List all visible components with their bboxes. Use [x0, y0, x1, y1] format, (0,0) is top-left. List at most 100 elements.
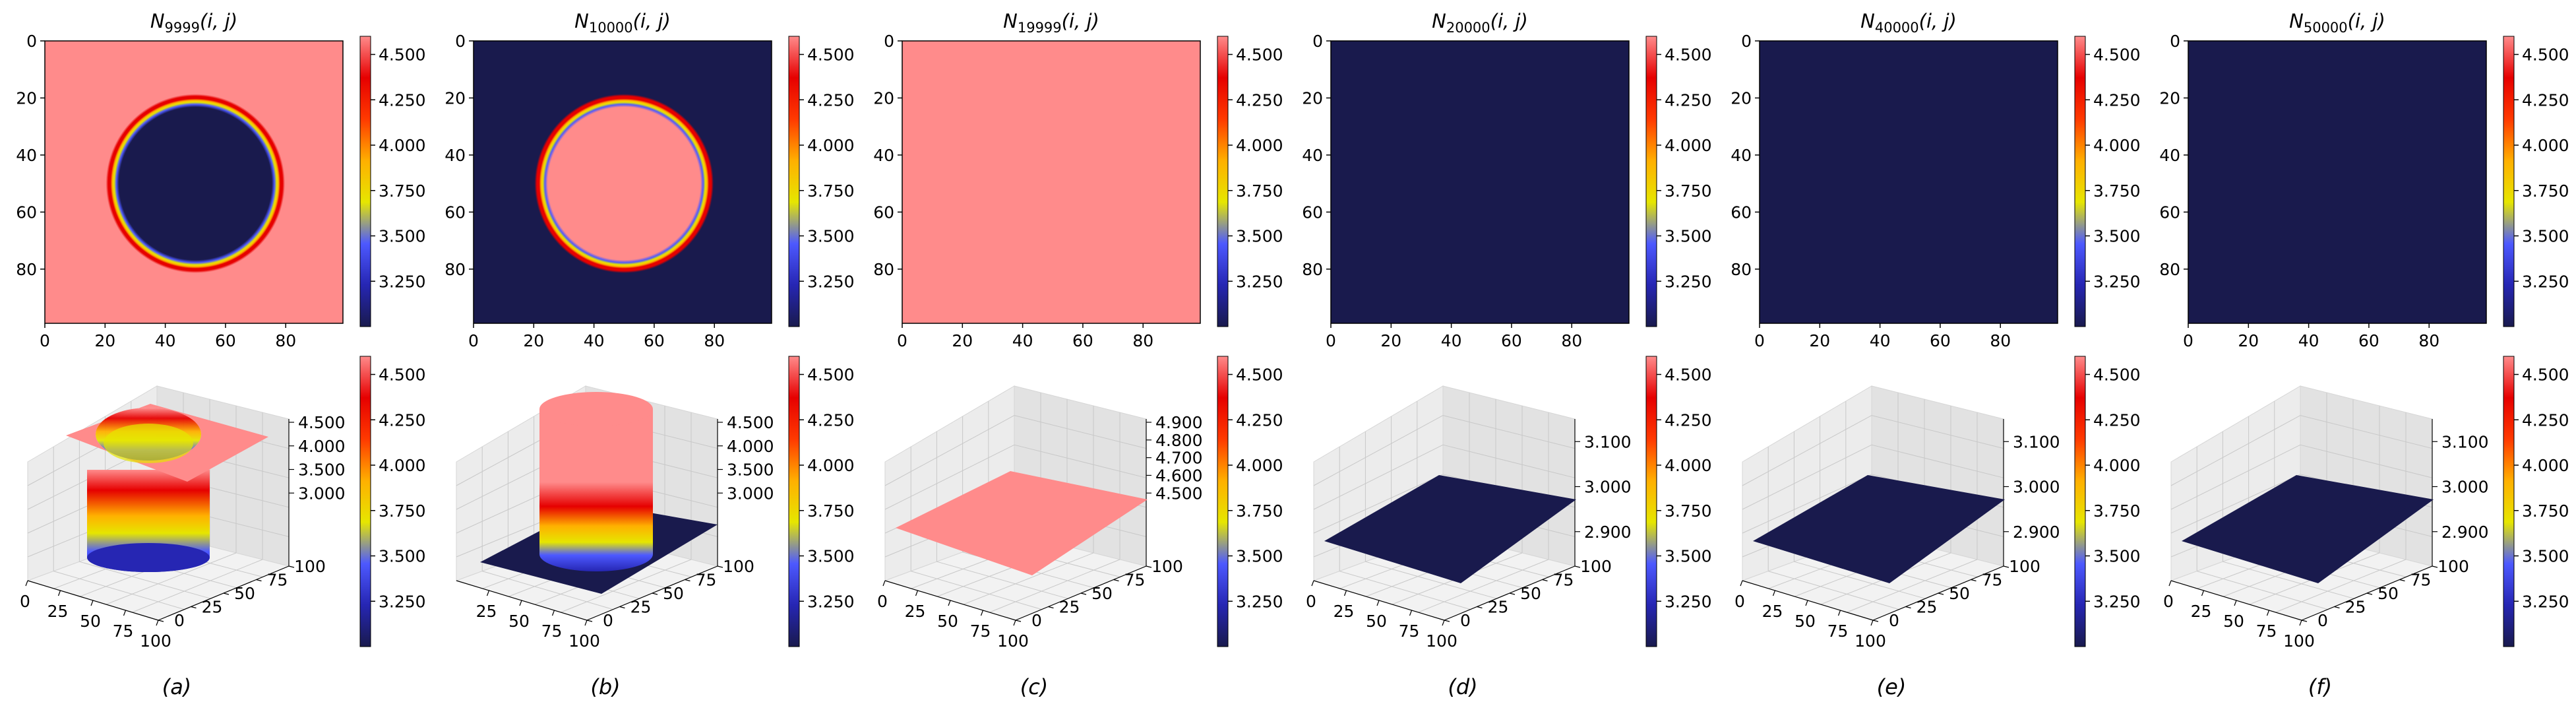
- y-tick-label: 25: [1917, 598, 1938, 617]
- colorbar-tick-label: 3.750: [807, 501, 855, 521]
- colorbar-gradient: [1217, 356, 1229, 647]
- grid-line: [1313, 474, 1444, 534]
- surface-well-rim: [104, 424, 193, 463]
- y-tick-label: 75: [1982, 571, 2003, 590]
- colorbar-bottom-c: 4.500 4.250 4.000 3.750 3.500 3.250: [1217, 356, 1283, 647]
- colorbar-tick-label: 3.250: [1236, 592, 1283, 611]
- z-tick-label: 3.100: [1584, 432, 1632, 451]
- x-tick: [1013, 620, 1016, 626]
- y-tick: [717, 565, 723, 568]
- x-tick: [25, 580, 28, 587]
- x-tick: [915, 590, 919, 596]
- y-tick: [619, 606, 625, 609]
- x-tick-label: 80: [1561, 331, 1582, 350]
- colorbar-tick-label: 4.000: [2522, 456, 2569, 475]
- y-tick-label: 75: [696, 571, 717, 590]
- heatmap-frame: [2188, 40, 2487, 324]
- colorbar-tick-label: 4.250: [1236, 90, 1283, 110]
- panel-caption: (e): [1877, 674, 1907, 699]
- z-tick-label: 4.500: [727, 413, 774, 432]
- y-tick-label: 0: [1889, 611, 1899, 630]
- y-tick-label: 0: [1460, 611, 1471, 630]
- colorbar-tick-label: 3.250: [2093, 592, 2141, 611]
- colorbar-gradient: [788, 356, 800, 647]
- title-args: (i, j): [1490, 10, 1528, 32]
- colorbar-tick-label: 4.250: [379, 90, 426, 110]
- heatmap-background: [2188, 41, 2486, 323]
- colorbar-tick-label: 4.500: [1236, 366, 1283, 385]
- y-tick-label: 20: [2159, 88, 2180, 108]
- colorbar-tick-label: 4.000: [379, 456, 426, 475]
- z-tick-label: 4.000: [298, 437, 346, 456]
- y-tick-label: 0: [603, 611, 613, 630]
- heatmap-ring: [533, 92, 716, 274]
- y-tick-label: 50: [1949, 584, 1970, 603]
- colorbar-tick-label: 4.500: [1665, 366, 1712, 385]
- x-tick: [551, 610, 555, 616]
- x-tick-label: 0: [1734, 592, 1745, 611]
- grid-line: [482, 571, 613, 610]
- y-tick-label: 0: [26, 32, 37, 51]
- x-tick-label: 25: [47, 602, 69, 621]
- x-tick: [2168, 580, 2172, 587]
- z-tick-label: 4.800: [1155, 431, 1203, 450]
- title-args: (i, j): [1062, 10, 1099, 32]
- y-tick-label: 60: [16, 203, 37, 222]
- colorbar-tick-label: 3.250: [2093, 272, 2141, 291]
- x-tick-label: 20: [94, 331, 115, 350]
- x-tick: [980, 610, 984, 616]
- surface-top-sheet: [66, 404, 268, 482]
- surface-flat: [1753, 475, 2005, 583]
- colorbar-tick-label: 3.750: [379, 501, 426, 521]
- y-tick: [2432, 565, 2438, 568]
- heatmap-panel-e: 0 20 40 60 80 0 20 40 60 80 N40000(i, j): [1731, 10, 2058, 350]
- colorbar-tick-label: 3.750: [379, 181, 426, 201]
- z-tick-label: 3.000: [2441, 478, 2489, 497]
- z-tick-label: 4.600: [1155, 466, 1203, 485]
- surface-cylinder-top: [539, 392, 653, 426]
- colorbar-tick-label: 3.750: [1665, 181, 1712, 201]
- y-tick-label: 80: [2159, 260, 2180, 279]
- y-tick: [2399, 579, 2405, 582]
- x-tick-label: 80: [1132, 331, 1153, 350]
- y-tick-label: 0: [1741, 32, 1752, 51]
- grid-line: [911, 571, 1042, 610]
- z-tick-label: 3.000: [1584, 478, 1632, 497]
- colorbar-tick-label: 3.750: [2093, 181, 2141, 201]
- title-base: N: [574, 10, 589, 32]
- colorbar-gradient: [359, 356, 371, 647]
- grid-line: [963, 552, 1094, 605]
- colorbar-tick-label: 4.250: [1236, 410, 1283, 430]
- title-args: (i, j): [1919, 10, 1957, 32]
- y-tick: [223, 593, 230, 595]
- colorbar-tick-label: 3.750: [2093, 501, 2141, 521]
- x-tick-label: 20: [1809, 331, 1830, 350]
- colorbar-gradient: [2074, 36, 2086, 327]
- x-tick: [1870, 620, 1874, 626]
- colorbar-tick-label: 4.250: [379, 410, 426, 430]
- x-tick: [2201, 590, 2205, 596]
- y-tick-label: 100: [2009, 557, 2040, 576]
- title-subscript: 50000: [2304, 20, 2348, 36]
- colorbar-tick-label: 4.250: [2093, 410, 2141, 430]
- x-tick-label: 60: [2358, 331, 2379, 350]
- x-tick-label: 0: [20, 592, 30, 611]
- title-args: (i, j): [633, 10, 671, 32]
- grid-line: [1742, 415, 1872, 486]
- heatmap-background: [1331, 41, 1629, 323]
- z-tick-label: 3.500: [298, 461, 346, 480]
- grid-line: [1794, 561, 1926, 599]
- x-tick: [882, 580, 886, 587]
- z-tick-label: 4.500: [298, 413, 346, 432]
- z-tick-label: 3.000: [2013, 478, 2060, 497]
- colorbar-tick-label: 4.500: [379, 366, 426, 385]
- colorbar-top-c: 4.500 4.250 4.000 3.750 3.500 3.250: [1217, 36, 1283, 327]
- y-tick: [1080, 593, 1087, 595]
- y-tick: [1574, 565, 1581, 568]
- y-tick: [2366, 593, 2373, 595]
- grid-line: [53, 571, 185, 610]
- colorbar-tick-label: 3.500: [807, 547, 855, 566]
- heatmap-title: N10000(i, j): [574, 10, 671, 36]
- colorbar-tick-label: 4.250: [1665, 90, 1712, 110]
